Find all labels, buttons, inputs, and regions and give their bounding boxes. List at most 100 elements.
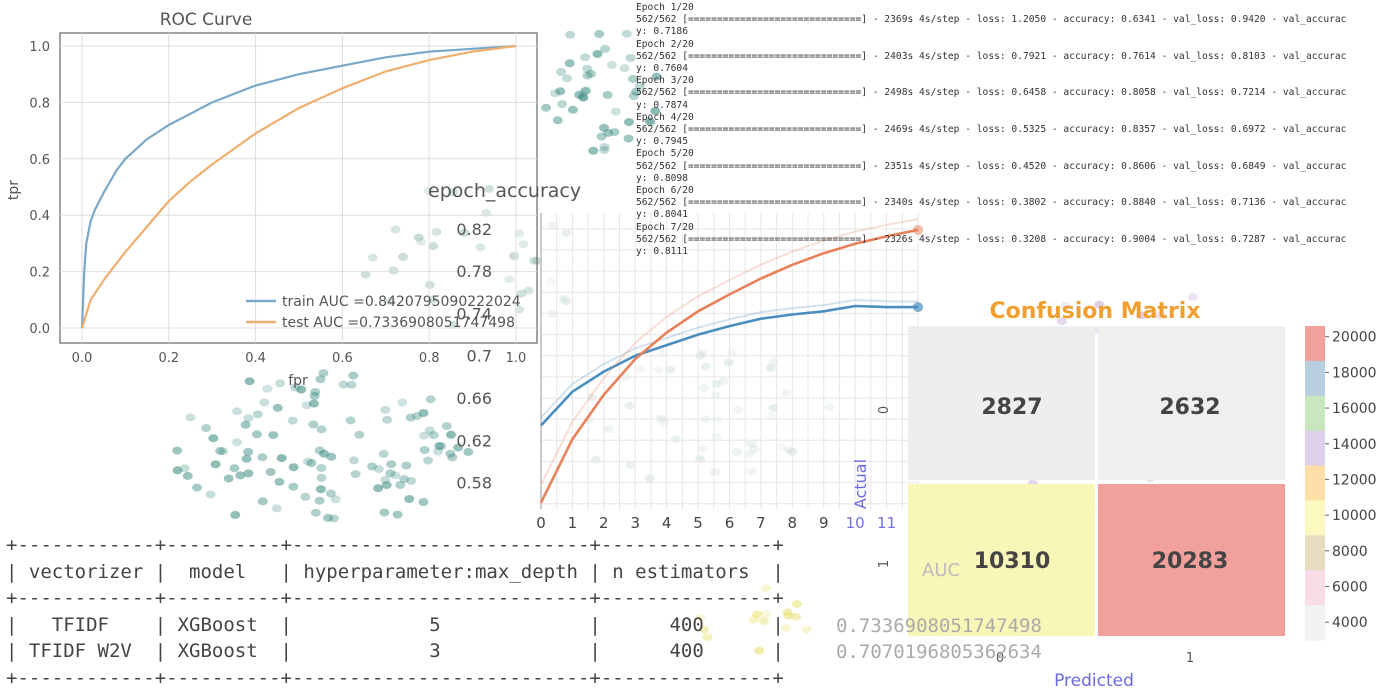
- background-dot: [399, 475, 410, 484]
- confusion-row-tick-1: 1: [877, 560, 892, 568]
- background-dot: [385, 469, 396, 478]
- background-dot: [349, 456, 359, 465]
- background-dot: [201, 424, 211, 433]
- background-dot: [585, 69, 596, 78]
- background-dot: [610, 107, 621, 116]
- confusion-value-1-1: 20283: [1152, 549, 1229, 574]
- background-dot: [509, 252, 519, 260]
- background-dot: [326, 452, 337, 461]
- confusion-col-tick-1: 1: [1186, 651, 1194, 666]
- background-dot: [328, 514, 339, 523]
- background-dot: [182, 471, 193, 480]
- accuracy-y-tick: 0.78: [456, 262, 492, 281]
- roc-legend-train-label: train AUC =0.8420795090222024: [282, 294, 521, 310]
- background-dot: [418, 409, 429, 417]
- confusion-value-0-1: 2632: [1159, 395, 1220, 420]
- accuracy-x-tick: 6: [725, 514, 735, 532]
- background-dot: [453, 443, 464, 452]
- log-line: Epoch 4/20: [636, 111, 694, 123]
- accuracy-lines: [539, 218, 923, 504]
- background-dot: [367, 253, 378, 262]
- background-dot: [315, 485, 326, 494]
- background-dot: [252, 410, 263, 419]
- background-dot: [552, 116, 563, 125]
- background-dot: [427, 295, 438, 304]
- background-dot: [582, 71, 593, 80]
- background-dot: [316, 425, 327, 434]
- colorbar-tick-label: 20000: [1332, 330, 1377, 346]
- background-dot: [1187, 292, 1198, 301]
- background-dot: [373, 484, 384, 493]
- accuracy-x-tick: 0: [536, 514, 546, 532]
- accuracy-smoothing-line: [540, 298, 919, 419]
- roc-x-ticks: 0.0 0.2 0.4 0.6 0.8 1.0: [72, 351, 527, 366]
- background-dot: [348, 371, 359, 380]
- log-line: Epoch 2/20: [636, 38, 694, 50]
- background-dot: [565, 30, 576, 39]
- background-dot: [599, 146, 610, 155]
- accuracy-y-tick: 0.58: [456, 474, 492, 493]
- colorbar-segment: [1305, 360, 1325, 397]
- background-dot: [433, 447, 443, 456]
- log-line: y: 0.7604: [636, 63, 688, 75]
- background-dot: [172, 466, 183, 475]
- confusion-row-tick-0: 0: [877, 406, 892, 414]
- background-dot: [574, 90, 585, 99]
- accuracy-x-tick: 7: [756, 514, 766, 532]
- accuracy-x-tick: 9: [819, 514, 829, 532]
- background-dot: [594, 30, 605, 38]
- colorbar-segment: [1305, 326, 1325, 362]
- confusion-colorbar-ticks: 20000 18000 16000 14000 12000 10000 8000 6000 40…: [1325, 330, 1377, 631]
- log-line: 562/562 [==============================]…: [636, 124, 1347, 136]
- background-dot: [379, 508, 390, 517]
- background-dot: [381, 481, 392, 490]
- roc-grid: [60, 33, 537, 343]
- background-dot: [428, 242, 439, 251]
- background-dot: [380, 475, 391, 484]
- background-dot: [791, 612, 801, 621]
- background-dot: [378, 449, 389, 458]
- background-dot: [514, 305, 525, 314]
- background-dot: [346, 380, 357, 389]
- background-dot: [398, 252, 408, 261]
- confusion-x-label: Predicted: [1054, 671, 1134, 691]
- colorbar-tick-label: 14000: [1332, 437, 1377, 453]
- background-dot: [310, 388, 321, 396]
- background-dot: [367, 462, 378, 471]
- background-dot: [416, 237, 427, 246]
- background-dot: [232, 438, 243, 447]
- background-dot: [623, 134, 634, 143]
- background-dot: [287, 416, 298, 425]
- log-line: 562/562 [==============================]…: [636, 50, 1347, 62]
- roc-x-tick: 0.6: [332, 351, 353, 366]
- background-dot: [232, 407, 242, 416]
- background-dot: [425, 395, 436, 404]
- table-row: | TFIDF W2V | XGBoost | 3 | 400 |: [6, 640, 784, 662]
- background-dot: [447, 188, 458, 197]
- log-line: y: 0.8098: [636, 172, 688, 184]
- background-dot: [609, 128, 620, 137]
- accuracy-endpoint: [913, 224, 923, 235]
- accuracy-x-tick: 2: [599, 514, 609, 532]
- background-dot: [302, 457, 313, 466]
- roc-y-label: tpr: [6, 180, 22, 200]
- background-dot: [579, 87, 590, 96]
- confusion-cell-0-0: [908, 326, 1095, 480]
- background-dot: [516, 289, 527, 298]
- background-dot: [419, 431, 430, 440]
- table-border-bottom: +------------+----------+---------------…: [6, 666, 784, 689]
- background-dot: [436, 442, 447, 451]
- background-dot: [431, 227, 442, 236]
- background-dot: [448, 320, 459, 329]
- background-dot: [262, 384, 273, 393]
- background-dot: [695, 613, 706, 622]
- colorbar-tick-label: 6000: [1332, 579, 1368, 595]
- roc-y-tick: 0.6: [29, 153, 50, 168]
- background-dot: [555, 87, 566, 96]
- background-dot: [600, 44, 611, 53]
- background-dot: [1155, 311, 1166, 320]
- accuracy-x-tick: 1: [568, 514, 578, 532]
- background-dot: [588, 146, 599, 155]
- roc-y-ticks: 0.0 0.2 0.4 0.6 0.8 1.0: [29, 40, 50, 337]
- accuracy-orange-line: [539, 228, 919, 504]
